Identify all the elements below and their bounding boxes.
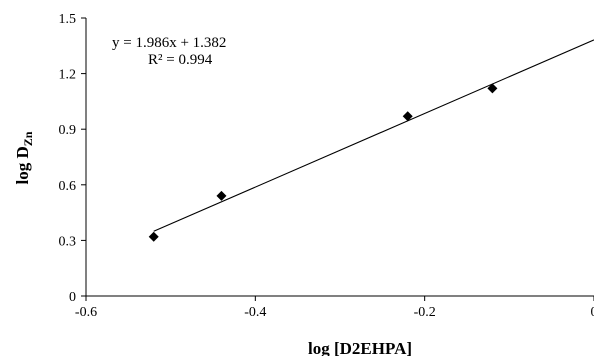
axis-ticks: -0.6 -0.4 -0.2 0 0 0.3 0.6 0.9 1.2 1.5 <box>59 12 594 320</box>
y-tick-label: 1.5 <box>59 12 77 27</box>
data-point <box>402 111 413 122</box>
y-tick-label: 1.2 <box>59 68 77 83</box>
plot-area <box>85 18 594 297</box>
x-tick-label: 0 <box>591 305 594 320</box>
y-tick-label: 0.6 <box>59 179 77 194</box>
data-points <box>148 83 498 242</box>
y-tick-label: 0.3 <box>59 234 77 249</box>
x-tick-label: -0.4 <box>244 305 266 320</box>
data-point <box>216 190 227 201</box>
y-axis-title: log DZn <box>13 131 35 184</box>
y-axis-title-subscript: Zn <box>21 131 35 146</box>
r-squared-label: R² = 0.994 <box>148 52 213 68</box>
x-axis-title: log [D2EHPA] <box>308 339 412 356</box>
data-point <box>148 231 159 242</box>
data-point <box>487 83 498 94</box>
trendline-layer <box>153 39 594 232</box>
y-axis-title-main: log D <box>13 146 32 184</box>
trendline-equation: y = 1.986x + 1.382 <box>112 35 226 51</box>
x-tick-label: -0.6 <box>75 305 97 320</box>
x-tick-label: -0.2 <box>414 305 436 320</box>
y-tick-label: 0.9 <box>59 123 77 138</box>
trendline <box>153 39 594 232</box>
y-tick-label: 0 <box>69 290 76 305</box>
